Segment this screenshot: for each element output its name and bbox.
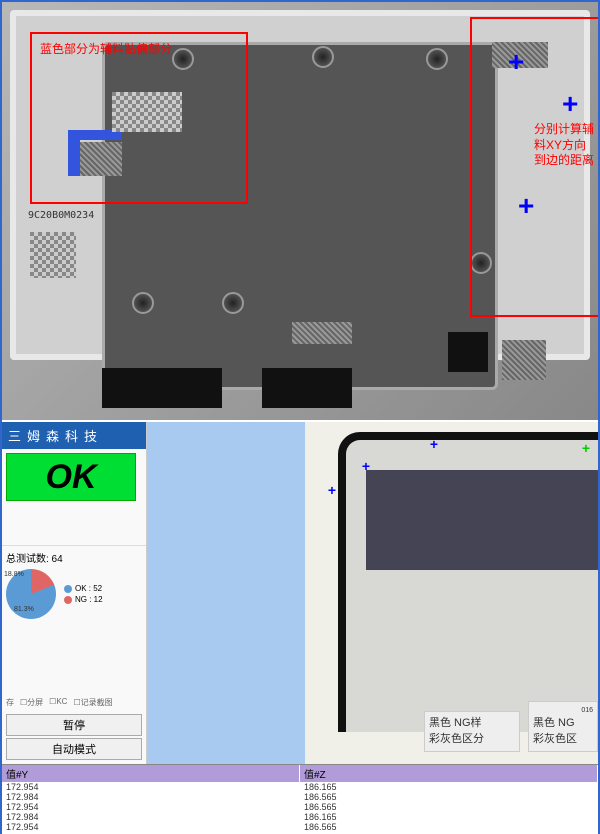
phone-frame	[338, 432, 598, 732]
pause-button[interactable]: 暂停	[6, 714, 142, 736]
legend-ok: OK : 52	[75, 584, 102, 593]
table-row: 172.984186.165	[2, 812, 598, 822]
stats-chart: 总测试数: 64 18.8% 81.3% OK : 52 NG : 12	[2, 545, 146, 623]
table-cell: 172.954	[2, 782, 300, 792]
marker-icon: +	[582, 440, 590, 456]
results-table: 值#Y 值#Z 172.954186.165172.984186.565172.…	[2, 764, 598, 834]
screw-hole	[312, 46, 334, 68]
software-panel: 三姆森科技 OK 总测试数: 64 18.8% 81.3% OK : 52 NG…	[2, 422, 598, 834]
col-z: 值#Z	[300, 765, 598, 782]
sample-note-2: 016 黑色 NG 彩灰色区	[528, 701, 598, 752]
black-component	[102, 368, 222, 408]
chart-title: 总测试数: 64	[6, 550, 142, 565]
black-component	[448, 332, 488, 372]
legend-swatch-ng	[64, 596, 72, 604]
table-cell: 172.954	[2, 822, 300, 832]
table-cell: 172.984	[2, 812, 300, 822]
camera-viewport[interactable]: + + + + 黑色 NG样 彩灰色区分 016 黑色 NG 彩灰色区	[147, 422, 598, 764]
measure-cross: +	[518, 190, 534, 222]
table-cell: 186.565	[300, 792, 598, 802]
phone-inner	[366, 470, 598, 570]
measure-cross: +	[508, 46, 524, 78]
table-row: 172.954186.565	[2, 802, 598, 812]
pie-ng-pct: 18.8%	[4, 571, 24, 578]
marker-icon: +	[362, 458, 370, 474]
table-body: 172.954186.165172.984186.565172.954186.5…	[2, 782, 598, 832]
legend-swatch-ok	[64, 585, 72, 593]
black-component	[262, 368, 352, 408]
inspection-image: 9C20B0M0234 蓝色部分为辅料贴偏部分 分别计算辅料XY方向到边的距离 …	[2, 2, 598, 420]
measure-cross: +	[562, 88, 578, 120]
check-split[interactable]: ☐分屏	[20, 697, 43, 708]
check-screenshot[interactable]: ☐记录截图	[73, 697, 112, 708]
material-patch	[292, 322, 352, 344]
table-cell: 186.165	[300, 812, 598, 822]
table-cell: 186.565	[300, 822, 598, 832]
qr-code	[30, 232, 76, 278]
screw-hole	[222, 292, 244, 314]
app-container: 9C20B0M0234 蓝色部分为辅料贴偏部分 分别计算辅料XY方向到边的距离 …	[0, 0, 600, 834]
pie-chart: 18.8% 81.3%	[6, 569, 56, 619]
table-row: 172.954186.165	[2, 782, 598, 792]
table-row: 172.954186.565	[2, 822, 598, 832]
annotation-label-right: 分别计算辅料XY方向到边的距离	[534, 122, 594, 169]
ui-main: 三姆森科技 OK 总测试数: 64 18.8% 81.3% OK : 52 NG…	[2, 422, 598, 764]
table-cell: 186.165	[300, 782, 598, 792]
chart-legend: OK : 52 NG : 12	[64, 582, 103, 606]
marker-icon: +	[328, 482, 336, 498]
annotation-box-left	[30, 32, 248, 204]
barcode-text: 9C20B0M0234	[28, 210, 94, 221]
legend-ng: NG : 12	[75, 595, 103, 604]
col-y: 值#Y	[2, 765, 300, 782]
table-cell: 186.565	[300, 802, 598, 812]
qr-patch	[502, 340, 546, 380]
options-row: 存 ☐分屏 ☐KC ☐记录截图	[2, 693, 146, 712]
annotation-label-left: 蓝色部分为辅料贴偏部分	[40, 42, 172, 58]
auto-mode-button[interactable]: 自动模式	[6, 738, 142, 760]
table-cell: 172.984	[2, 792, 300, 802]
sample-note-1: 黑色 NG样 彩灰色区分	[424, 711, 520, 752]
table-cell: 172.954	[2, 802, 300, 812]
check-kc[interactable]: ☐KC	[49, 697, 67, 708]
marker-icon: +	[430, 436, 438, 452]
sidebar: 三姆森科技 OK 总测试数: 64 18.8% 81.3% OK : 52 NG…	[2, 422, 147, 764]
status-badge: OK	[6, 453, 136, 501]
company-logo: 三姆森科技	[2, 422, 146, 449]
screw-hole	[426, 48, 448, 70]
opt-save: 存	[6, 697, 14, 708]
table-row: 172.984186.565	[2, 792, 598, 802]
screw-hole	[132, 292, 154, 314]
table-header: 值#Y 值#Z	[2, 765, 598, 782]
pie-ok-pct: 81.3%	[14, 606, 34, 613]
